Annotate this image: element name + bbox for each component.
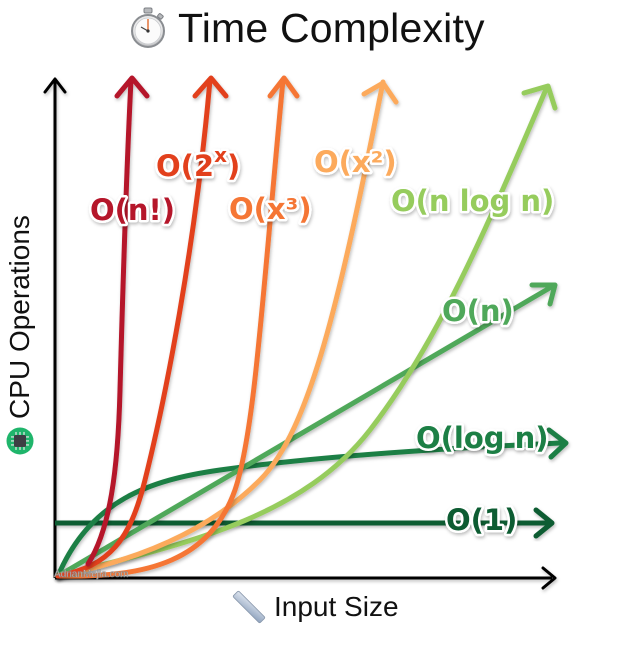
label-o-n-log-n: O(n log n)	[391, 184, 554, 218]
label-o-2x: O(2x)	[156, 143, 240, 183]
label-o-x2: O(x²)	[314, 145, 397, 179]
curve-o-n-log-n	[55, 83, 558, 579]
x-axis-label-text: Input Size	[274, 591, 399, 622]
label-o-x3: O(x³)	[229, 192, 312, 226]
x-axis-arrow-icon	[541, 566, 557, 590]
label-o-1: O(1)	[446, 503, 517, 537]
ruler-icon	[232, 590, 266, 624]
cpu-chip-icon	[6, 427, 34, 455]
curve-o-1	[55, 507, 555, 539]
curve-o-log-n	[55, 427, 569, 579]
curve-labels: O(n!) O(2x) O(x³) O(x²) O(n log n) O(n) …	[88, 141, 557, 540]
label-o-log-n: O(log n)	[416, 421, 549, 455]
y-axis-arrow-icon	[43, 77, 67, 94]
y-axis-label: CPU Operations	[0, 190, 40, 480]
curve-o-2x	[55, 75, 229, 579]
curve-o-n	[55, 282, 558, 579]
curve-o-n-factorial	[85, 75, 150, 567]
curve-o-x2	[55, 79, 399, 579]
label-o-n-factorial: O(n!)	[90, 193, 175, 227]
axes	[43, 77, 557, 590]
title-text: Time Complexity	[178, 4, 485, 51]
x-axis-label: Input Size	[232, 590, 399, 624]
stopwatch-icon	[131, 7, 165, 48]
curve-o-x3	[55, 75, 300, 579]
label-o-n: O(n)	[442, 294, 514, 328]
watermark: AdrianMejia.com	[54, 569, 128, 580]
page-title: Time Complexity	[128, 4, 485, 52]
